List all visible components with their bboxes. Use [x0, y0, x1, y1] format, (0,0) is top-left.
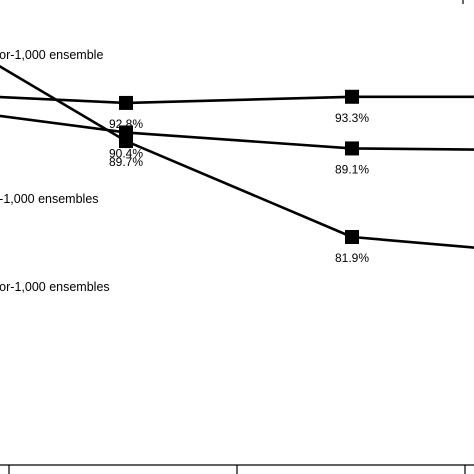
text-layer: 89.7% 81.9% ror-1,000 ensemble 90.4% 89.1% r-… — [0, 48, 369, 294]
series-2-label: ror-1,000 ensembles — [0, 280, 110, 294]
series-1-line — [0, 114, 474, 151]
series-2-data-label-2: 93.3% — [335, 111, 369, 125]
series-1-label: r-1,000 ensembles — [0, 192, 99, 206]
series-layer — [0, 65, 474, 249]
series-1-data-label-1: 90.4% — [109, 146, 143, 160]
series-0-label: ror-1,000 ensemble — [0, 48, 103, 62]
series-2-marker-1 — [119, 95, 133, 110]
series-1-marker-1 — [119, 125, 133, 140]
series-0-line — [0, 65, 474, 249]
series-2-marker-2 — [345, 89, 359, 104]
series-0-data-label-1: 89.7% — [109, 155, 143, 169]
series-2-line — [0, 95, 474, 105]
series-2-data-label-1: 92.8% — [109, 117, 143, 131]
series-0-marker-2 — [345, 230, 359, 244]
series-1-marker-2 — [345, 141, 359, 156]
series-1-data-label-2: 89.1% — [335, 162, 369, 176]
series-0-data-label-2: 81.9% — [335, 251, 369, 265]
